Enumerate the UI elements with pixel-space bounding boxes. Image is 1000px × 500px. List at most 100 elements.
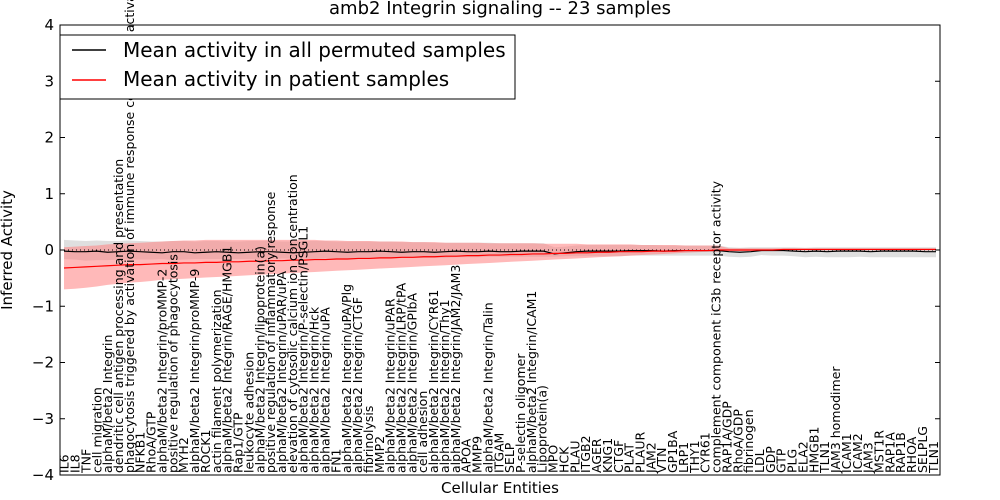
- entity-label: TLN1: [926, 441, 941, 474]
- entity-label: alphaM/beta2 Integrin/uPA/Plg: [339, 284, 354, 473]
- entity-label: LRP1: [676, 442, 691, 473]
- entity-label: MPO: [546, 445, 561, 473]
- y-axis-label: Inferred Activity: [0, 190, 16, 310]
- entity-label: SELPLG: [915, 426, 930, 473]
- entity-label: cell migration: [89, 387, 104, 473]
- entity-label: PLAT: [622, 443, 637, 473]
- entity-label: alphaM/beta2 Integrin/proMMP-2: [154, 269, 169, 473]
- entity-label: AGER: [589, 438, 604, 473]
- entity-label: alphaM/beta2 Integrin/uPAR: [383, 298, 398, 473]
- entity-label: MMP2: [372, 436, 387, 473]
- entity-label: alphaM/beta2 Integrin/lipoprotein(a): [252, 246, 267, 473]
- entity-label: alphaM/beta2 Integrin/RAGE/HMGB1: [220, 246, 235, 473]
- entity-label: dendritic cell antigen processing and pr…: [111, 159, 126, 473]
- entity-label: elevation of cytosolic calcium ion conce…: [285, 174, 300, 473]
- entity-label: THY1: [687, 440, 702, 474]
- entity-label: ITGB2: [578, 435, 593, 473]
- entity-label: fibrinogen: [741, 409, 756, 473]
- entity-label: alphaM/beta2 Integrin/ICAM1: [524, 291, 539, 473]
- entity-label: alphaM/beta2 Integrin/CYR61: [426, 290, 441, 473]
- y-tick-label: −1: [32, 297, 54, 315]
- entity-label: HCK: [556, 446, 571, 473]
- y-tick-label: 0: [44, 241, 54, 259]
- entity-label: complement component iC3b receptor activ…: [709, 180, 724, 473]
- entity-label: fibrinolysis: [361, 406, 376, 473]
- entity-label: phagocytosis triggered by activation of …: [122, 0, 137, 473]
- y-tick-label: −4: [32, 466, 54, 484]
- entity-label: alphaM/beta2 Integrin/Talin: [480, 302, 495, 473]
- entity-label: alphaM/beta2 Integrin/Thy1: [437, 299, 452, 473]
- entity-label: alphaM/beta2 Integrin/CTGF: [350, 297, 365, 473]
- entity-label: PLG: [785, 449, 800, 473]
- entity-label: RAP1B: [893, 432, 908, 473]
- entity-label: NFKB1: [133, 432, 148, 473]
- entity-label: HMGB1: [806, 427, 821, 473]
- entity-label: JAM2: [643, 442, 658, 474]
- entity-label: APOA: [459, 438, 474, 473]
- entity-label: cell adhesion: [415, 391, 430, 473]
- series-line-permuted: [63, 249, 936, 255]
- entity-label: TNF: [78, 449, 93, 474]
- entity-label: TLN1: [817, 441, 832, 474]
- entity-label: MMP9: [470, 436, 485, 473]
- series-lines: [63, 248, 936, 269]
- legend-box: [59, 34, 516, 100]
- entity-label: GDP: [763, 446, 778, 473]
- entity-label: alphaM/beta2 Integrin/proMMP-9: [187, 269, 202, 473]
- entity-label: JAM3: [861, 442, 876, 474]
- entity-label: P-selectin oligomer: [513, 353, 528, 473]
- entity-label: MST1R: [872, 430, 887, 473]
- entity-label: alphaM/beta2 Integrin: [100, 335, 115, 473]
- entity-label: IL6: [57, 454, 72, 473]
- entity-label: alphaM/beta2 Integrin/JAM2/JAM3: [448, 265, 463, 473]
- entity-label: KNG1: [600, 438, 615, 473]
- entity-label: CYR61: [698, 432, 713, 473]
- entity-label: MYH2: [176, 437, 191, 473]
- y-tick-label: −2: [32, 354, 54, 372]
- entity-label: actin filament polymerization: [209, 289, 224, 473]
- entity-label: RhoA/GDP: [730, 409, 745, 473]
- entity-label: alphaM/beta2 Integrin/GPIbA: [404, 293, 419, 473]
- entity-label: PLAUR: [632, 432, 647, 473]
- entity-label: Rap1/GTP: [231, 412, 246, 473]
- entity-label: ICAM2: [850, 433, 865, 473]
- chart-title: amb2 Integrin signaling -- 23 samples: [329, 0, 671, 19]
- y-tick-label: 4: [44, 16, 54, 34]
- x-axis-label: Cellular Entities: [441, 479, 559, 497]
- entity-label: JAM3 homodimer: [828, 366, 843, 474]
- entity-label: positive regulation of inflammatory resp…: [263, 191, 278, 473]
- series-line-patient: [63, 248, 936, 269]
- entity-label: PLAU: [567, 441, 582, 474]
- entity-label: FN1: [328, 449, 343, 474]
- entity-label: CTGF: [611, 440, 626, 473]
- entity-label: IL8: [68, 454, 83, 473]
- entity-label: LDL: [752, 449, 767, 473]
- entity-label: ITGAM: [491, 433, 506, 473]
- entity-label: alphaM/beta2 Integrin/LRP/tPA: [393, 282, 408, 473]
- entity-label: ICAM1: [839, 433, 854, 473]
- legend-label-patient: Mean activity in patient samples: [123, 67, 449, 91]
- y-axis: −4 −3 −2 −1 0 1 2 3 4: [32, 16, 940, 484]
- entity-label: alphaM/beta2 Integrin/Hck: [307, 306, 322, 473]
- entity-label: ROCK1: [198, 430, 213, 473]
- entity-label: RAP1A: [882, 432, 897, 473]
- entity-label: leukocyte adhesion: [241, 352, 256, 473]
- entity-label: positive regulation of phagocytosis: [165, 254, 180, 473]
- entity-label: RHOA: [904, 436, 919, 473]
- y-tick-label: 2: [44, 129, 54, 147]
- y-tick-label: −3: [32, 410, 54, 428]
- entity-label: GTP: [774, 448, 789, 473]
- entity-label: alphaM/beta2 Integrin/uPAR/uPA: [274, 271, 289, 473]
- entity-label: Lipoprotein(a): [535, 385, 550, 473]
- entity-label: SELP: [502, 442, 517, 473]
- entity-label: VTN: [654, 447, 669, 473]
- entity-label: ELA2: [795, 441, 810, 473]
- entity-label: GP1BA: [665, 430, 680, 473]
- y-tick-label: 3: [44, 72, 54, 90]
- entity-label: alphaM/beta2 Integrin/uPA: [317, 307, 332, 473]
- entity-label: RAP1A/GDP: [719, 401, 734, 473]
- entity-label: alphaM/beta2 Integrin/P-selectin/PSGL1: [296, 226, 311, 473]
- entity-label: RhoA/GTP: [144, 411, 159, 473]
